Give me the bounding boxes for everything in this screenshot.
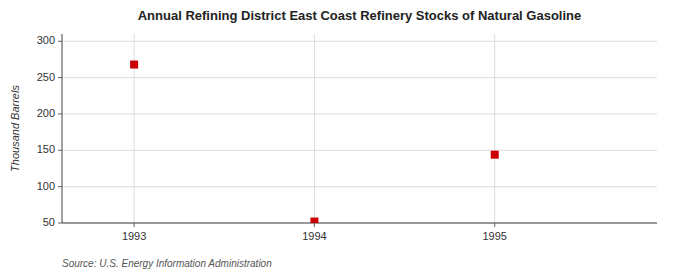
grid [62, 34, 657, 223]
y-tick [58, 150, 62, 151]
y-tick [58, 77, 62, 78]
y-grid-line [62, 150, 657, 151]
x-tick-label: 1994 [302, 230, 326, 242]
x-tick [134, 223, 135, 227]
y-grid-line [62, 77, 657, 78]
title: Annual Refining District East Coast Refi… [138, 8, 582, 23]
axes: 50 100 150 200 250 300 1993 1994 1995 [37, 34, 657, 242]
source-note: Source: U.S. Energy Information Administ… [62, 258, 272, 269]
data-point [130, 61, 138, 69]
y-tick-label: 50 [43, 216, 55, 228]
x-grid-line [494, 34, 495, 223]
data-point [310, 218, 318, 223]
y-tick [58, 41, 62, 42]
y-grid-line [62, 223, 657, 224]
x-tick [494, 223, 495, 227]
x-tick [314, 223, 315, 227]
data-point [491, 151, 499, 159]
y-tick-label: 200 [37, 107, 55, 119]
y-grid-line [62, 113, 657, 114]
y-axis-line [62, 34, 63, 223]
x-tick-label: 1995 [482, 230, 506, 242]
y-tick [58, 223, 62, 224]
x-grid-line [314, 34, 315, 223]
y-tick [58, 186, 62, 187]
chart: 50 100 150 200 250 300 1993 1994 1995 Annual Refi… [0, 0, 675, 275]
y-tick-label: 150 [37, 143, 55, 155]
y-tick [58, 113, 62, 114]
y-tick-label: 100 [37, 180, 55, 192]
x-axis-line [62, 223, 657, 224]
y-tick-label: 300 [37, 34, 55, 46]
y-grid-line [62, 41, 657, 42]
x-tick-label: 1993 [122, 230, 146, 242]
y-tick-label: 250 [37, 71, 55, 83]
points [130, 61, 499, 223]
y-axis-label: Thousand Barrels [9, 85, 21, 172]
y-grid-line [62, 186, 657, 187]
